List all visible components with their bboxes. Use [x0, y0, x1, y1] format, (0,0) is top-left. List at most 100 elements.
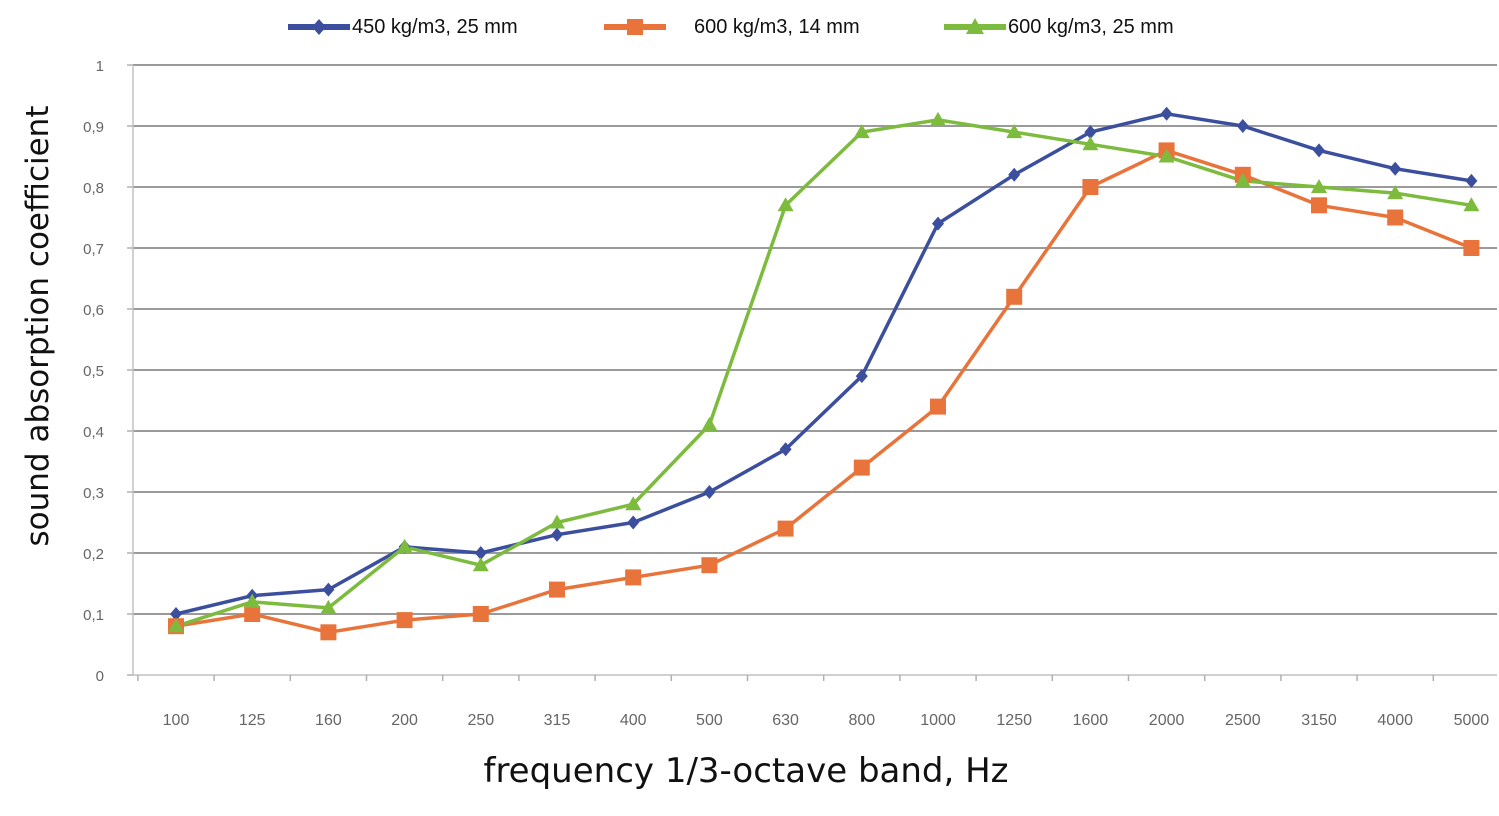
data-point-triangle — [625, 496, 642, 511]
data-point-diamond — [1084, 125, 1097, 140]
data-point-diamond — [627, 515, 640, 530]
data-point-triangle — [1082, 136, 1099, 151]
y-tick-label: 0,6 — [83, 302, 104, 319]
x-tick-label: 1000 — [920, 712, 956, 729]
data-point-triangle — [1158, 148, 1175, 163]
x-tick-label: 800 — [848, 712, 875, 729]
data-point-diamond — [1008, 167, 1021, 182]
legend-item-600-14: 600 kg/m3, 14 mm — [602, 12, 860, 42]
data-point-diamond — [1389, 161, 1402, 176]
data-point-diamond — [474, 546, 487, 560]
data-point-triangle — [1234, 172, 1251, 187]
series-line-2 — [175, 118, 1472, 628]
data-point-triangle — [1463, 197, 1480, 212]
legend-swatch-triangle — [944, 18, 1006, 34]
data-point-diamond — [322, 582, 335, 597]
y-tick-label: 0,8 — [83, 180, 104, 197]
data-point-square — [853, 459, 870, 476]
data-point-square — [777, 520, 794, 537]
data-point-diamond — [1236, 119, 1249, 133]
x-tick-label: 4000 — [1377, 712, 1413, 729]
series-lines — [175, 112, 1473, 635]
data-point-diamond — [1465, 173, 1478, 188]
series-line-0 — [175, 112, 1472, 616]
y-tick-label: 0,9 — [83, 119, 104, 136]
x-tick-label: 1600 — [1073, 712, 1109, 729]
data-point-square — [625, 569, 642, 586]
y-tick-label: 0,4 — [83, 424, 104, 441]
x-tick-label: 630 — [772, 712, 799, 729]
data-point-triangle — [930, 111, 946, 126]
data-point-diamond — [170, 607, 182, 621]
series-markers — [168, 106, 1480, 641]
data-point-triangle — [777, 197, 794, 212]
data-point-triangle — [701, 416, 718, 431]
series-line-1 — [175, 148, 1473, 635]
x-tick-label: 160 — [315, 712, 342, 729]
data-point-square — [244, 606, 261, 622]
y-tick-label: 1 — [96, 58, 104, 75]
data-point-diamond — [779, 442, 792, 457]
data-point-square — [320, 624, 337, 641]
data-point-square — [1006, 288, 1023, 305]
data-point-diamond — [855, 369, 868, 384]
legend-swatch-diamond — [288, 19, 350, 35]
data-point-triangle — [472, 557, 489, 572]
y-tick-label: 0,7 — [83, 241, 104, 258]
x-tick-label: 250 — [467, 712, 494, 729]
axes — [127, 64, 1497, 681]
y-tick-label: 0,5 — [83, 363, 104, 380]
data-point-triangle — [1006, 124, 1023, 139]
x-tick-label: 315 — [544, 712, 571, 729]
data-point-square — [1311, 197, 1327, 214]
data-point-square — [472, 606, 489, 622]
gridlines — [133, 64, 1497, 615]
x-tick-label: 2000 — [1149, 712, 1185, 729]
x-tick-labels: 100 125 160 200 250 315 400 500 630 800 1000 1250 16… — [163, 712, 1490, 729]
data-point-triangle — [168, 618, 184, 633]
x-tick-label: 100 — [163, 712, 190, 729]
data-point-triangle — [396, 538, 413, 553]
data-point-triangle — [244, 593, 261, 608]
x-tick-label: 400 — [620, 712, 647, 729]
data-point-square — [1082, 179, 1099, 195]
data-point-triangle — [549, 514, 565, 529]
x-axis-title: frequency 1/3-octave band, Hz — [483, 751, 1009, 791]
legend-swatch-square — [604, 19, 666, 35]
y-tick-label: 0,2 — [83, 546, 104, 563]
data-point-triangle — [320, 599, 337, 614]
data-point-triangle — [1311, 179, 1327, 193]
x-tick-label: 3150 — [1301, 712, 1337, 729]
x-tick-label: 200 — [391, 712, 418, 729]
x-tick-label: 1250 — [996, 712, 1032, 729]
data-point-diamond — [932, 216, 944, 231]
y-axis-title: sound absorption coefficient — [20, 105, 56, 547]
data-point-triangle — [1387, 185, 1404, 200]
legend-label: 600 kg/m3, 14 mm — [694, 15, 860, 38]
y-tick-label: 0,3 — [83, 485, 104, 502]
x-tick-label: 2500 — [1225, 712, 1261, 729]
data-point-diamond — [1160, 106, 1173, 121]
data-point-square — [1387, 209, 1404, 226]
data-point-square — [930, 398, 946, 415]
y-tick-label: 0 — [96, 668, 104, 685]
y-tick-labels: 0 0,1 0,2 0,3 0,4 0,5 0,6 0,7 0,8 0,9 1 — [83, 58, 104, 685]
legend-label: 600 kg/m3, 25 mm — [1008, 15, 1174, 38]
data-point-triangle — [853, 124, 870, 139]
data-point-square — [549, 581, 565, 598]
y-tick-label: 0,1 — [83, 607, 104, 624]
legend: 450 kg/m3, 25 mm 600 kg/m3, 14 mm 600 kg… — [0, 12, 1499, 42]
data-point-square — [396, 612, 413, 629]
x-tick-label: 5000 — [1454, 712, 1490, 729]
legend-item-600-25: 600 kg/m3, 25 mm — [942, 12, 1174, 42]
data-point-square — [1463, 240, 1480, 256]
data-point-diamond — [1313, 143, 1325, 158]
x-tick-label: 500 — [696, 712, 723, 729]
data-point-diamond — [703, 485, 716, 499]
legend-label: 450 kg/m3, 25 mm — [352, 15, 518, 38]
data-point-diamond — [551, 527, 563, 542]
legend-item-450-25: 450 kg/m3, 25 mm — [286, 12, 518, 42]
data-point-square — [701, 557, 718, 574]
x-tick-label: 125 — [239, 712, 266, 729]
